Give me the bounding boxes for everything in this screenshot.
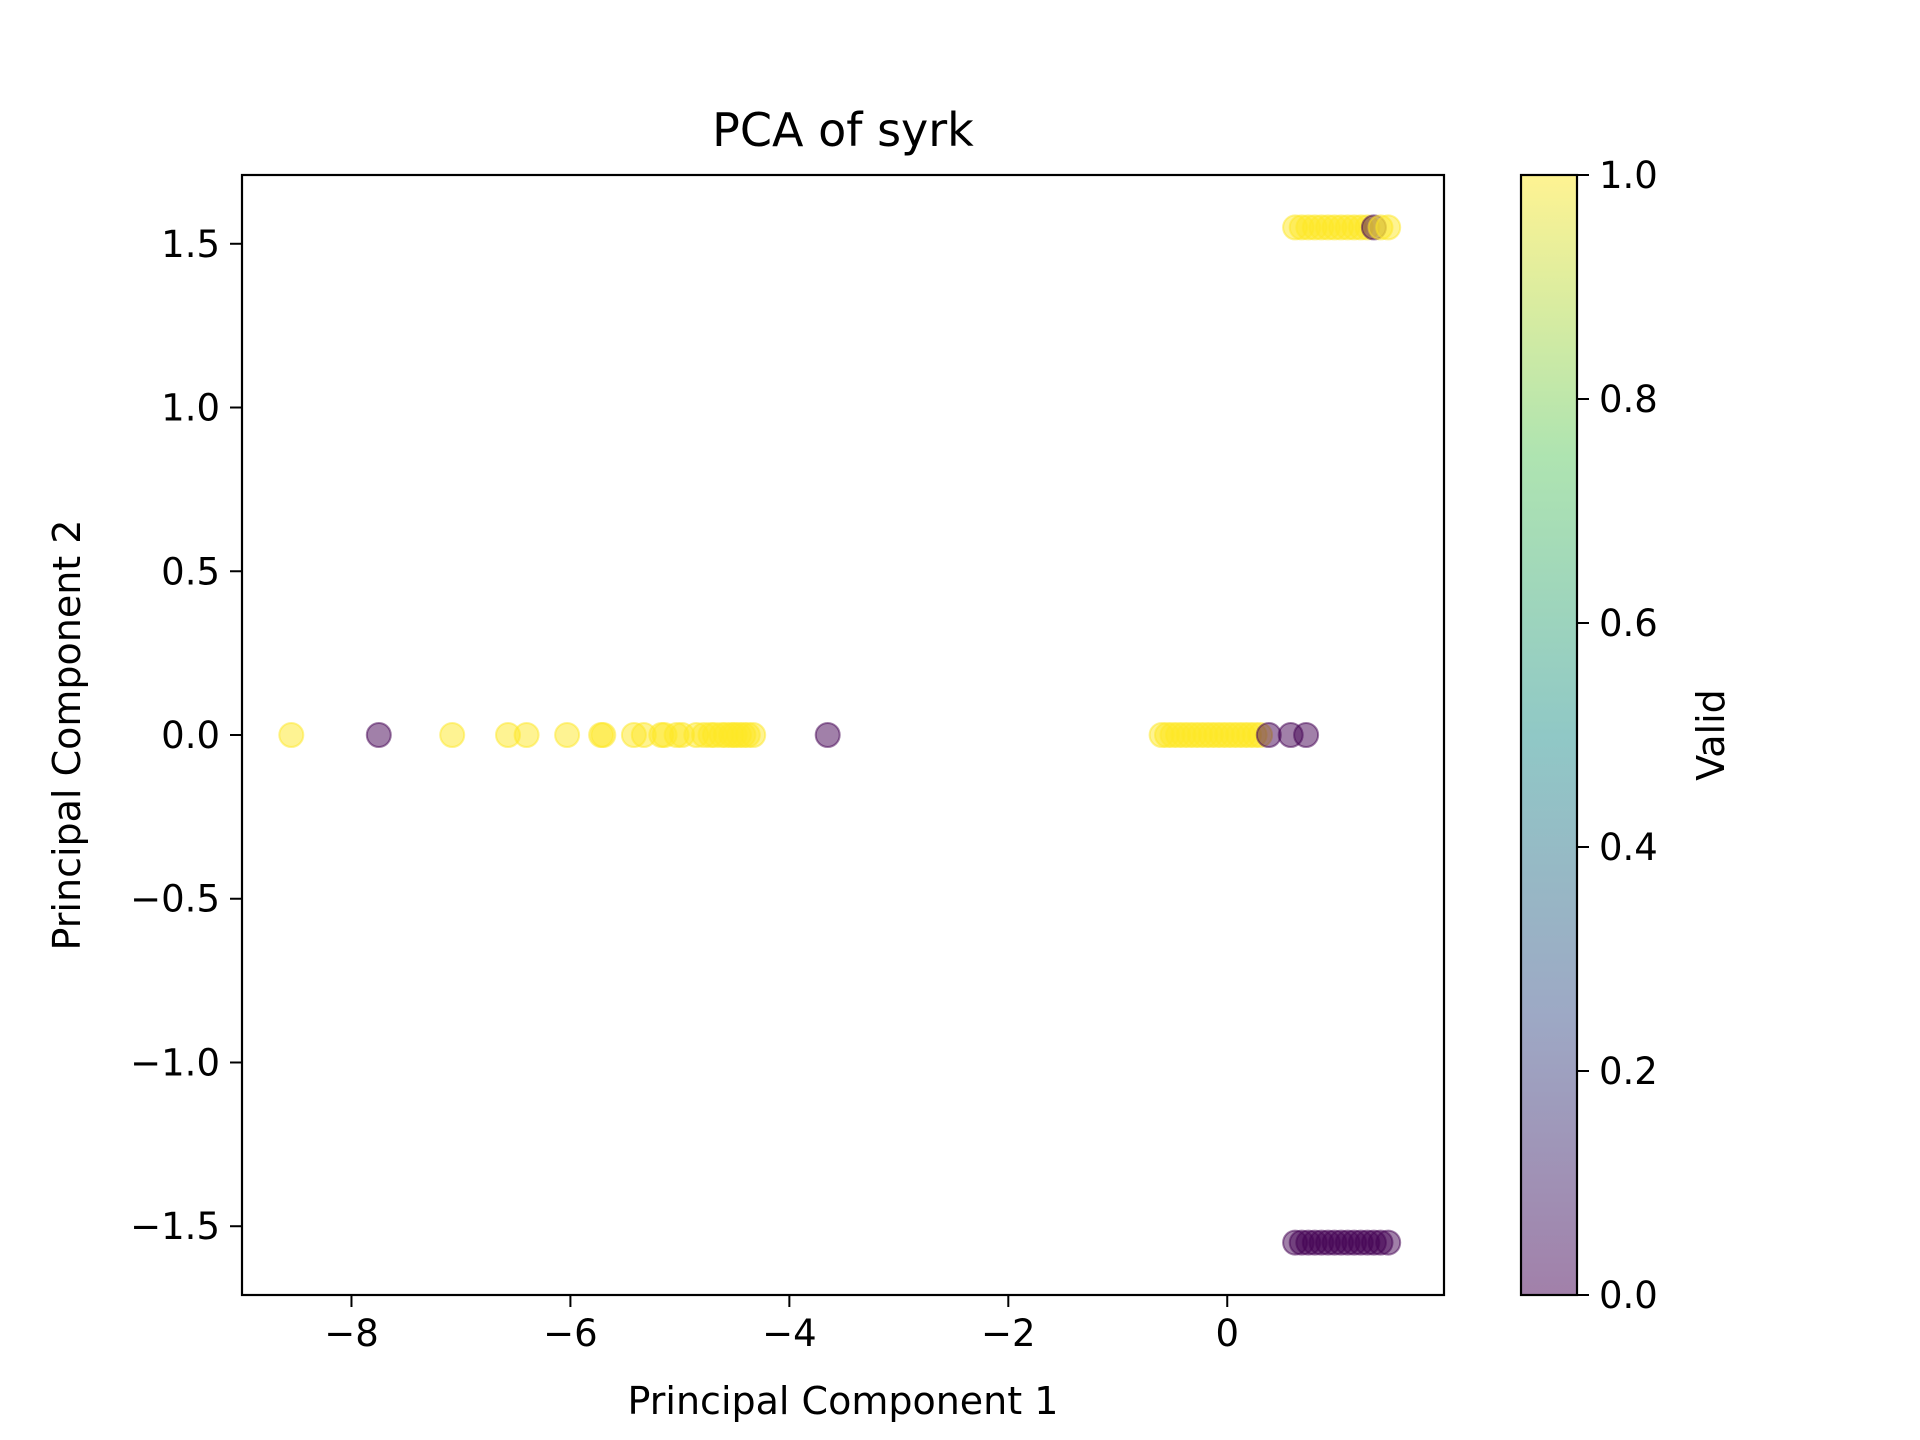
y-tick-label: 0.0: [161, 714, 220, 757]
colorbar-tick-label: 0.8: [1599, 378, 1658, 421]
scatter-point: [513, 722, 540, 748]
y-tick-label: −1.5: [130, 1205, 220, 1248]
scatter-point: [1375, 214, 1402, 241]
colorbar-label: Valid: [1689, 689, 1733, 781]
y-tick-label: −0.5: [130, 878, 220, 921]
x-tick-label: −8: [324, 1312, 379, 1355]
colorbar-frame: [1519, 173, 1579, 1297]
scatter-point: [590, 722, 617, 748]
colorbar-ticks: 0.0 0.2 0.4 0.6 0.8 1.0: [1577, 154, 1658, 1317]
colorbar-gradient: [1521, 175, 1577, 1295]
scatter-point: [1293, 722, 1320, 748]
scatter-point: [439, 722, 466, 748]
colorbar-tick-label: 0.4: [1599, 826, 1658, 869]
chart-title: PCA of syrk: [712, 103, 974, 157]
x-tick-label: 0: [1215, 1312, 1239, 1355]
scatter-point: [814, 722, 841, 748]
x-tick-label: −4: [762, 1312, 817, 1355]
y-tick-label: 1.0: [161, 387, 220, 430]
colorbar-tick-label: 0.6: [1599, 602, 1658, 645]
y-tick-label: 0.5: [161, 550, 220, 593]
y-tick-label: 1.5: [161, 223, 220, 266]
scatter-point: [554, 722, 581, 748]
y-tick-label: −1.0: [130, 1041, 220, 1084]
y-axis-ticks: −1.5 −1.0 −0.5 0.0 0.5 1.0 1.5: [130, 223, 242, 1248]
colorbar-tick-label: 0.2: [1599, 1050, 1658, 1093]
colorbar-tick-label: 0.0: [1599, 1274, 1658, 1317]
x-tick-label: −2: [981, 1312, 1036, 1355]
scatter-point: [740, 722, 767, 748]
scatter-points: [278, 214, 1402, 1256]
x-axis-ticks: −8 −6 −4 −2 0: [324, 1295, 1239, 1355]
x-axis-label: Principal Component 1: [628, 1379, 1059, 1423]
x-tick-label: −6: [543, 1312, 598, 1355]
colorbar: 0.0 0.2 0.4 0.6 0.8 1.0 Valid: [1519, 154, 1733, 1317]
colorbar-tick-label: 1.0: [1599, 154, 1658, 197]
scatter-point: [365, 722, 392, 748]
scatter-point: [1375, 1229, 1402, 1256]
scatter-point: [1255, 722, 1282, 748]
y-axis-label: Principal Component 2: [45, 520, 89, 951]
scatter-point: [278, 722, 305, 748]
